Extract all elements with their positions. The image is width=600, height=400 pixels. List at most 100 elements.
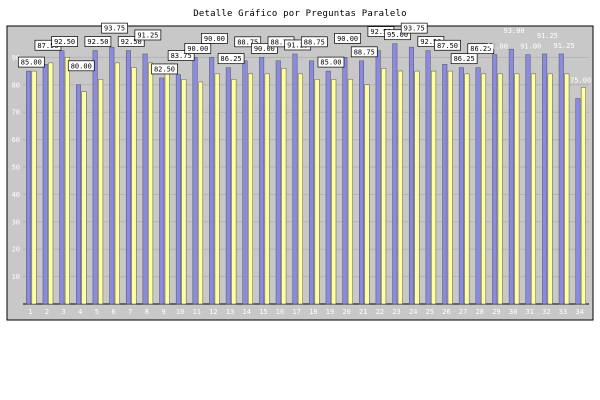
bar-series-2 [114, 62, 120, 305]
data-label: 87.50 [437, 42, 458, 50]
data-label-box [67, 60, 95, 72]
y-tick-label: 40 [12, 191, 20, 199]
bar-series-2 [580, 87, 586, 305]
data-label: 86.25 [454, 55, 475, 63]
x-tick-label: 6 [111, 308, 115, 316]
x-tick-label: 7 [128, 308, 132, 316]
data-label: 91.25 [137, 31, 158, 39]
x-tick-label: 28 [476, 308, 484, 316]
y-tick-label: 90 [12, 54, 20, 62]
data-label: 92.50 [87, 38, 108, 46]
bar-series-1 [525, 54, 531, 305]
x-tick-label: 26 [442, 308, 450, 316]
bar-series-2 [564, 73, 570, 305]
data-label: 91.00 [520, 43, 541, 51]
data-label: 91.25 [537, 32, 558, 40]
data-label-box [151, 63, 178, 75]
bar-series-1 [275, 60, 281, 305]
data-label: 82.50 [154, 65, 175, 73]
data-label: 93.00 [504, 27, 525, 35]
x-tick-label: 22 [376, 308, 384, 316]
bar-series-1 [558, 53, 564, 305]
bar-series-1 [359, 60, 365, 305]
x-tick-label: 18 [309, 308, 317, 316]
data-label: 86.25 [221, 55, 242, 63]
bar-series-2 [364, 84, 370, 305]
x-tick-label: 13 [226, 308, 234, 316]
bar-series-1 [292, 53, 298, 305]
bar-series-2 [281, 68, 287, 305]
x-tick-label: 32 [542, 308, 550, 316]
bar-series-2 [447, 70, 453, 305]
bar-series-2 [181, 79, 187, 305]
data-label-box [184, 43, 212, 54]
data-label-box [134, 29, 162, 41]
bar-series-1 [92, 50, 98, 305]
bar-series-1 [192, 57, 198, 305]
bar-series-1 [42, 64, 48, 305]
data-label-box [201, 33, 228, 44]
bar-series-2 [48, 62, 54, 305]
bar-series-2 [148, 62, 154, 305]
data-label-box [17, 56, 45, 68]
bar-series-2 [98, 79, 104, 305]
data-label-box [251, 43, 278, 54]
data-label-box [234, 36, 262, 48]
x-tick-label: 4 [78, 308, 82, 316]
bar-series-1 [26, 70, 32, 305]
data-label: 91.25 [287, 41, 308, 49]
data-label: 91.25 [553, 42, 574, 50]
bar-series-1 [542, 53, 548, 305]
data-label: 92.50 [370, 28, 391, 36]
data-label: 90.00 [254, 45, 275, 53]
x-tick-label: 10 [176, 308, 184, 316]
data-label-box [51, 36, 78, 47]
bar-series-2 [31, 70, 37, 305]
data-label-box [84, 36, 112, 47]
bar-series-1 [475, 67, 481, 305]
data-label: 88.75 [304, 38, 325, 46]
x-tick-label: 8 [145, 308, 149, 316]
x-tick-label: 17 [292, 308, 300, 316]
bar-series-1 [76, 84, 82, 305]
bar-series-2 [347, 79, 353, 305]
data-label-box [350, 46, 378, 58]
bar-series-1 [458, 67, 464, 305]
data-label: 92.50 [121, 38, 142, 46]
bar-series-2 [247, 73, 253, 305]
data-label: 85.00 [320, 59, 341, 67]
bar-series-1 [375, 50, 381, 305]
x-tick-label: 1 [28, 308, 32, 316]
bar-series-2 [464, 73, 470, 305]
bar-series-1 [225, 67, 231, 305]
data-label: 88.75 [237, 38, 258, 46]
bar-series-2 [414, 70, 420, 305]
y-tick-label: 30 [12, 218, 20, 226]
data-label: 90.00 [187, 45, 208, 53]
data-label: 88.75 [270, 38, 291, 46]
data-label-box [450, 53, 478, 65]
x-tick-label: 12 [209, 308, 217, 316]
data-label-box [101, 22, 128, 34]
bar-series-2 [198, 81, 204, 305]
data-label-box [400, 22, 428, 34]
chart-title: Detalle Gráfico por Preguntas Paralelo [193, 9, 407, 19]
data-label: 92.50 [420, 38, 441, 46]
data-label-box [217, 53, 245, 65]
bar-series-1 [342, 57, 348, 305]
bar-series-1 [492, 54, 498, 305]
bar-series-1 [175, 74, 181, 305]
bar-series-2 [547, 73, 553, 305]
bar-series-1 [242, 60, 248, 305]
bar-series-1 [575, 98, 581, 305]
data-label-box [117, 36, 145, 47]
bar-series-2 [131, 67, 137, 305]
x-tick-label: 11 [193, 308, 201, 316]
data-label: 88.75 [354, 48, 375, 56]
x-tick-label: 2 [45, 308, 49, 316]
bar-series-1 [159, 77, 165, 305]
bar-series-2 [81, 91, 87, 305]
data-label: 93.75 [404, 25, 425, 33]
y-tick-label: 60 [12, 136, 20, 144]
data-label: 91.00 [487, 43, 508, 51]
